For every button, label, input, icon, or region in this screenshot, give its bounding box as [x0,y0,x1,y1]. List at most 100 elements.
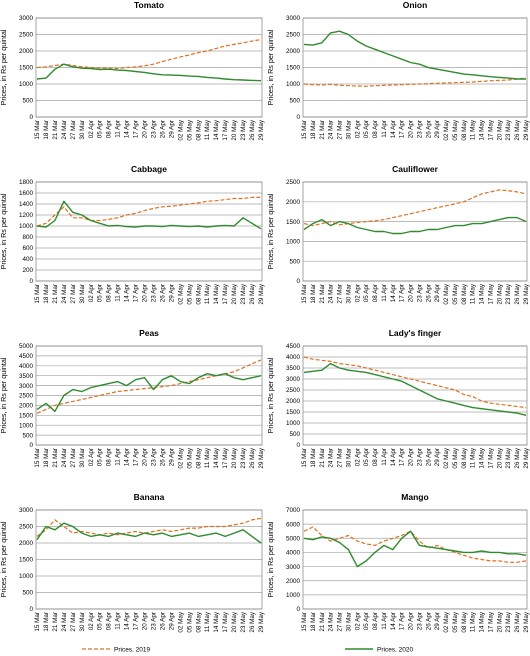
x-tick-label: 05 Apr [97,448,104,466]
y-tick-label: 2000 [286,578,301,585]
x-tick-label: 23 May [505,283,512,305]
y-tick-label: 4500 [286,343,301,350]
x-tick-label: 05 May [452,119,459,141]
x-tick-label: 08 May [461,611,468,633]
x-tick-label: 05 May [452,447,459,469]
plot-area [302,509,528,610]
x-tick-label: 20 Apr [408,448,415,466]
x-tick-label: 17 Apr [399,284,406,302]
x-tick-label: 05 May [186,283,193,305]
x-tick-label: 23 Apr [416,448,423,466]
series-2019-line [303,189,527,227]
x-tick-label: 23 May [240,447,247,469]
series-2020-line [36,63,262,82]
y-tick-label: 1500 [19,557,34,564]
x-tick-label: 23 Apr [150,612,157,630]
y-tick-label: 1000 [286,239,301,246]
plot-area [302,345,528,446]
x-tick-label: 21 Mar [319,448,326,468]
x-tick-label: 14 Apr [124,612,131,630]
x-tick-label: 08 Apr [372,284,379,302]
x-tick-label: 23 Apr [416,612,423,630]
x-tick-label: 26 Apr [159,448,166,466]
y-tick-label: 500 [289,258,300,265]
y-axis-label: Prices, in Rs per quintal [0,193,8,269]
x-tick-label: 02 May [177,119,184,141]
x-tick-label: 29 May [523,119,530,141]
y-tick-label: 500 [22,590,33,597]
series-2020-line [36,200,262,230]
y-tick-label: 3000 [19,15,34,22]
x-tick-label: 30 Mar [345,120,352,140]
x-tick-label: 18 Mar [43,120,50,140]
x-tick-label: 08 Apr [106,120,113,138]
series-2020-line [303,30,526,80]
cauliflower-title: Cauliflower [392,164,439,174]
x-tick-label: 20 May [231,119,238,141]
x-tick-label: 30 Mar [79,612,86,632]
x-tick-label: 08 May [461,447,468,469]
x-tick-label: 17 May [487,283,494,305]
onion-title: Onion [403,0,428,10]
x-tick-label: 26 Apr [425,448,432,466]
x-tick-label: 02 Apr [354,448,361,466]
x-tick-label: 18 Mar [43,284,50,304]
x-tick-label: 30 Mar [345,284,352,304]
y-tick-label: 200 [22,267,33,274]
x-tick-label: 20 May [496,119,503,141]
y-tick-label: 500 [22,98,33,105]
banana-chart: Banana 0 500 1000 1500 2000 2500 3000 15 Mar 18 M… [0,492,265,633]
x-tick-label: 23 May [240,283,247,305]
y-tick-label: 2500 [19,32,34,39]
x-tick-label: 18 Mar [310,284,317,304]
y-tick-label: 2000 [19,540,34,547]
x-tick-label: 02 Apr [354,120,361,138]
x-tick-label: 26 May [249,283,256,305]
x-tick-label: 17 Apr [399,612,406,630]
y-tick-label: 1000 [19,422,34,429]
legend: Prices, 2019 Prices, 2020 [82,647,414,654]
series-2019-line [303,77,527,87]
onion-chart: Onion 0 500 1000 1500 2000 2500 3000 15 Mar 18 Ma… [266,0,530,141]
x-tick-label: 23 May [505,447,512,469]
y-tick-label: 500 [289,98,300,105]
x-tick-label: 11 May [204,283,211,304]
x-tick-label: 21 Mar [52,284,59,304]
x-tick-label: 08 May [461,283,468,305]
y-tick-label: 3000 [286,15,301,22]
x-tick-label: 14 May [479,611,486,633]
x-tick-label: 17 Apr [399,448,406,466]
series-2020-line [303,216,527,235]
x-tick-label: 29 Apr [168,284,175,302]
series-2019-line [303,356,527,409]
y-tick-label: 3000 [19,507,34,514]
y-tick-label: 400 [22,256,33,263]
x-tick-label: 14 Apr [390,612,397,630]
y-tick-label: 2000 [19,403,34,410]
x-tick-label: 29 May [258,611,265,633]
cauliflower-chart: Cauliflower 0 500 1000 1500 2000 2500 15 Mar 18 … [266,164,530,305]
x-tick-label: 26 Apr [159,120,166,138]
x-tick-label: 27 Mar [70,120,77,140]
y-axis-label: Prices, in Rs per quintal [0,29,8,105]
x-tick-label: 14 Apr [124,284,131,302]
x-tick-label: 15 Mar [34,284,41,304]
x-tick-label: 05 Apr [97,612,104,630]
y-tick-label: 2500 [286,387,301,394]
y-tick-label: 1000 [19,223,34,230]
x-tick-label: 08 Apr [106,448,113,466]
y-tick-label: 2500 [19,393,34,400]
x-tick-label: 27 Mar [337,448,344,468]
x-tick-label: 05 Apr [363,612,370,630]
y-axis-label: Prices, in Rs per quintal [0,357,8,433]
x-tick-label: 29 May [523,447,530,469]
peas-chart: Peas 0 500 1000 1500 2000 2500 3000 3500 4000 4500… [0,328,265,469]
x-tick-label: 27 Mar [70,448,77,468]
x-tick-label: 02 May [443,447,450,469]
x-tick-label: 20 May [231,611,238,633]
x-tick-label: 18 Mar [310,120,317,140]
x-tick-label: 26 May [249,611,256,633]
x-tick-label: 11 May [470,611,477,632]
y-tick-label: 500 [289,431,300,438]
x-tick-label: 02 Apr [88,612,95,630]
